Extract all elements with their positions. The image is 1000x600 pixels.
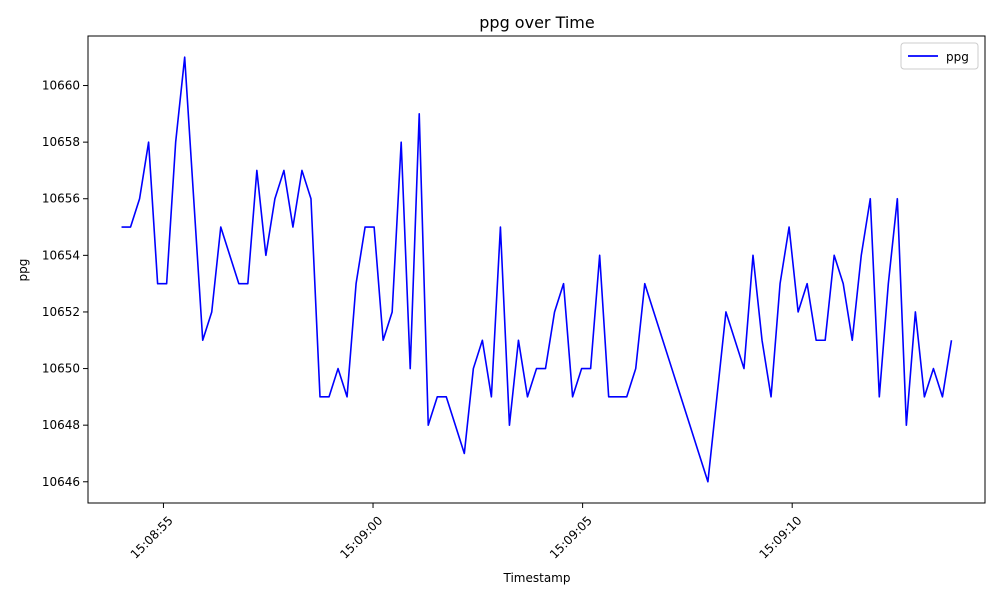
plot-area (87, 35, 986, 504)
x-tick-label: 15:09:00 (337, 513, 385, 561)
legend-box (900, 42, 979, 70)
x-tick-label: 15:09:10 (757, 513, 805, 561)
x-tick-label: 15:08:55 (128, 513, 176, 561)
y-tick-label: 10652 (42, 305, 80, 319)
x-axis-label: Timestamp (503, 571, 571, 585)
y-axis: 10646 10648 10650 10652 10654 10656 10658 10660 (42, 79, 88, 489)
x-axis: 15:08:55 15:09:00 15:09:05 15:09:10 (128, 503, 805, 561)
series-line-ppg (121, 56, 953, 483)
chart-title: ppg over Time (479, 13, 594, 32)
y-tick-label: 10656 (42, 192, 80, 206)
y-tick-label: 10650 (42, 362, 80, 376)
y-tick-label: 10646 (42, 475, 80, 489)
y-tick-label: 10648 (42, 418, 80, 432)
legend: ppg (900, 42, 979, 70)
plot-frame (87, 35, 986, 504)
y-tick-label: 10660 (42, 79, 80, 93)
y-tick-label: 10658 (42, 135, 80, 149)
x-tick-label: 15:09:05 (547, 513, 595, 561)
legend-label-ppg: ppg (946, 50, 969, 64)
y-tick-label: 10654 (42, 248, 80, 262)
y-axis-label: ppg (16, 259, 30, 282)
